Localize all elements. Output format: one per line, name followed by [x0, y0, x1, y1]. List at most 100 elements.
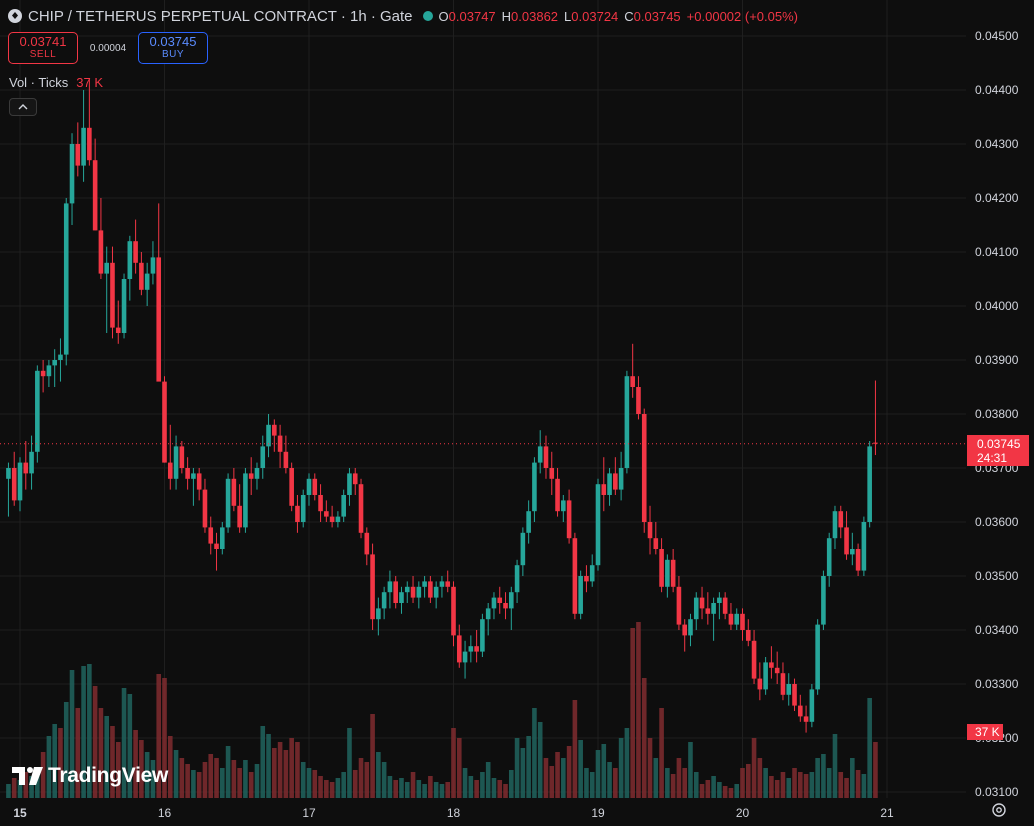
- volume-bar: [17, 780, 23, 798]
- candle-body: [260, 446, 266, 468]
- volume-bar: [474, 780, 479, 798]
- candle-body: [329, 516, 335, 522]
- volume-bar: [214, 758, 219, 798]
- candle-body: [422, 581, 427, 587]
- candle-body: [410, 586, 416, 598]
- time-axis[interactable]: 15 16 17 18 19 20 21: [13, 806, 894, 820]
- buy-label: BUY: [161, 49, 185, 60]
- volume-bar: [335, 778, 341, 798]
- market-status-icon: [422, 11, 433, 21]
- candle-body: [676, 586, 682, 625]
- volume-bar: [11, 778, 17, 798]
- volume-bar: [115, 742, 121, 798]
- candle-body: [29, 451, 34, 474]
- volume-bar: [260, 726, 266, 798]
- candle-body: [485, 608, 491, 620]
- volume-bar: [312, 770, 318, 798]
- price-tick-label: 0.04500: [975, 29, 1019, 43]
- candle-body: [144, 273, 150, 290]
- price-tick-label: 0.04100: [975, 245, 1019, 259]
- price-axis[interactable]: 0.04500 0.04400 0.04300 0.04200 0.04100 0.040…: [966, 0, 1034, 826]
- ohlc-close-label: C: [624, 8, 634, 24]
- volume-bar: [555, 752, 560, 798]
- candle-body: [803, 716, 809, 722]
- volume-bar: [399, 778, 404, 798]
- volume-bar: [23, 772, 29, 798]
- volume-bar: [601, 744, 607, 798]
- volume-bar: [277, 742, 283, 798]
- volume-bar: [40, 752, 46, 798]
- volume-bar: [121, 688, 127, 798]
- volume-bar: [202, 762, 208, 798]
- candle-body: [867, 446, 872, 522]
- time-tick-label: 17: [302, 806, 316, 820]
- volume-bar: [410, 772, 416, 798]
- collapse-legend-button[interactable]: [9, 98, 37, 116]
- volume-bar: [52, 724, 57, 798]
- candle-body: [618, 468, 624, 490]
- volume-bar: [381, 762, 387, 798]
- candle-body: [133, 241, 138, 263]
- candle-body: [370, 554, 375, 620]
- candle-body: [231, 478, 237, 506]
- candle-body: [774, 667, 780, 674]
- volume-bar: [272, 748, 277, 798]
- candle-body: [578, 576, 583, 614]
- volume-bar: [618, 738, 624, 798]
- ohlc-values: O0.03747 H0.03862 L0.03724 C0.03745 +0.0…: [439, 9, 798, 24]
- volume-bar: [838, 772, 844, 798]
- candle-body: [468, 646, 474, 652]
- volume-bar: [196, 772, 202, 798]
- volume-bar: [295, 742, 300, 798]
- volume-legend[interactable]: Vol · Ticks 37 K: [9, 75, 103, 90]
- price-tick-label: 0.04200: [975, 191, 1019, 205]
- candle-body: [693, 597, 699, 620]
- volume-bar: [520, 748, 526, 798]
- candle-body: [815, 624, 820, 690]
- candle-body: [722, 597, 728, 614]
- candle-body: [318, 495, 323, 512]
- volume-bar: [636, 622, 641, 798]
- candle-body: [780, 673, 786, 695]
- volume-bar: [832, 734, 838, 798]
- time-tick-label: 21: [880, 806, 894, 820]
- candle-body: [456, 635, 462, 663]
- price-tick-label: 0.03800: [975, 407, 1019, 421]
- volume-bar: [717, 782, 722, 798]
- candle-body: [589, 565, 595, 582]
- sell-button[interactable]: 0.03741 SELL: [8, 32, 78, 64]
- volume-bar: [480, 772, 485, 798]
- candle-body: [324, 511, 329, 517]
- gear-icon[interactable]: [990, 801, 1008, 819]
- volume-bar: [786, 778, 792, 798]
- tradingview-logo[interactable]: TradingView: [12, 764, 168, 788]
- candle-body: [763, 662, 768, 690]
- candle-body: [769, 662, 774, 668]
- candle-body: [272, 424, 277, 436]
- candle-body: [358, 484, 364, 533]
- candle-body: [641, 414, 647, 522]
- candle-body: [237, 505, 242, 528]
- volume-bar: [745, 764, 751, 798]
- volume-bar: [324, 780, 329, 798]
- volume-bar: [162, 678, 167, 798]
- volume-bar: [433, 782, 439, 798]
- volume-bar: [503, 784, 508, 798]
- volume-bar: [468, 776, 474, 798]
- buy-button[interactable]: 0.03745 BUY: [138, 32, 208, 64]
- volume-bar: [29, 776, 34, 798]
- candle-body: [81, 127, 86, 166]
- symbol-title[interactable]: CHIP / TETHERUS PERPETUAL CONTRACT · 1h …: [28, 7, 413, 25]
- volume-bar: [630, 628, 635, 798]
- candle-body: [289, 468, 294, 506]
- candle-body: [659, 549, 664, 587]
- volume-bar: [358, 758, 364, 798]
- ohlc-high: 0.03862: [511, 8, 559, 24]
- candle-body: [35, 370, 40, 452]
- volume-bar: [451, 728, 456, 798]
- candle-body: [115, 327, 121, 333]
- candle-body: [196, 473, 202, 490]
- tradingview-logo-icon: [12, 767, 43, 785]
- candle-body: [809, 689, 815, 722]
